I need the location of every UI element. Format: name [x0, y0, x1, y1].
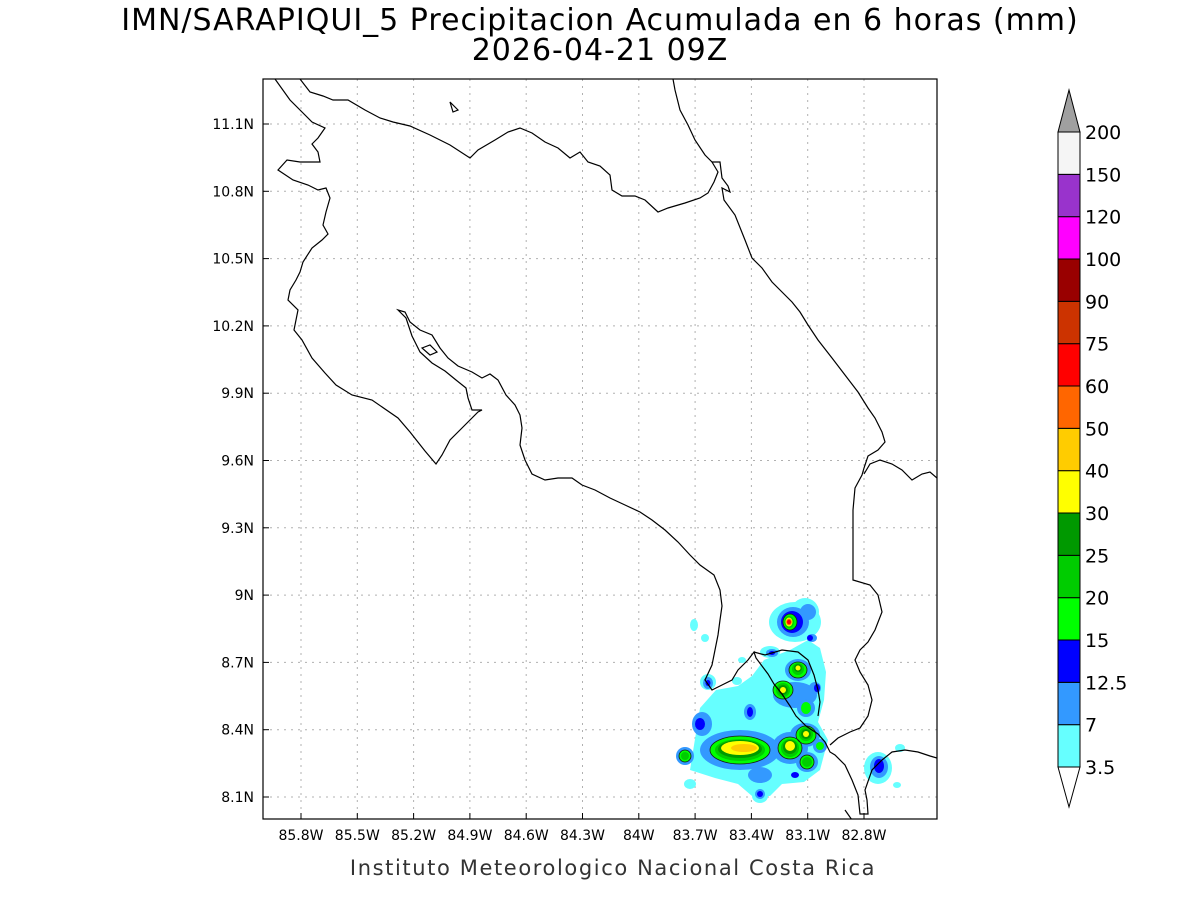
colorbar-swatch [1057, 258, 1081, 302]
lat-tick-label: 8.7N [221, 655, 254, 671]
colorbar-over-arrow [1057, 88, 1081, 133]
lat-tick-label: 8.4N [221, 723, 254, 739]
colorbar-swatch [1057, 343, 1081, 387]
colorbar-under-arrow [1057, 766, 1081, 809]
colorbar-label: 15 [1085, 630, 1109, 652]
colorbar-label: 200 [1085, 122, 1121, 144]
lon-tick-label: 83.7W [673, 828, 718, 844]
lat-tick-label: 9.9N [221, 386, 254, 402]
lat-tick-label: 9.6N [221, 454, 254, 470]
colorbar-swatch [1057, 131, 1081, 175]
colorbar-swatch [1057, 216, 1081, 260]
colorbar-swatch [1057, 681, 1081, 726]
lat-tick-label: 8.1N [221, 790, 254, 806]
lat-tick-label: 10.5N [212, 252, 254, 268]
lat-tick-label: 9.3N [221, 521, 254, 537]
colorbar-swatch [1057, 427, 1081, 472]
colorbar-label: 75 [1085, 334, 1109, 356]
graticule-grid [263, 79, 937, 819]
credit-text: Instituto Meteorologico Nacional Costa R… [349, 856, 877, 880]
colorbar-label: 150 [1085, 164, 1121, 186]
map-title: IMN/SARAPIQUI_5 Precipitacion Acumulada … [121, 3, 1079, 38]
colorbar-label: 7 [1085, 715, 1097, 737]
colorbar-label: 120 [1085, 207, 1121, 229]
coastline-and-borders [274, 79, 937, 819]
colorbar-swatch [1057, 554, 1081, 599]
colorbar-label: 100 [1085, 249, 1121, 271]
colorbar-swatch [1057, 639, 1081, 683]
colorbar-swatch [1057, 724, 1081, 768]
lon-tick-label: 83.1W [785, 828, 830, 844]
lat-tick-label: 10.8N [212, 184, 254, 200]
colorbar-label: 25 [1085, 545, 1109, 567]
lon-tick-label: 85.2W [391, 828, 436, 844]
colorbar-label: 30 [1085, 503, 1109, 525]
colorbar-legend: 3.5 7 12.5 15 20 25 30 40 50 60 75 90 100 120 150 200 [1057, 88, 1127, 809]
colorbar-swatch [1057, 385, 1081, 429]
lat-tick-label: 9N [235, 588, 254, 604]
colorbar-label: 50 [1085, 418, 1109, 440]
lon-tick-label: 85.8W [278, 828, 323, 844]
lon-tick-label: 85.5W [335, 828, 380, 844]
lon-tick-label: 84.3W [560, 828, 605, 844]
lat-tick-label: 10.2N [212, 319, 254, 335]
precipitation-field [676, 598, 905, 803]
colorbar-swatch [1057, 470, 1081, 514]
colorbar-label: 60 [1085, 376, 1109, 398]
colorbar-swatch [1057, 512, 1081, 556]
latitude-tick-labels: 11.1N 10.8N 10.5N 10.2N 9.9N 9.6N 9.3N 9N 8.7N 8.… [212, 117, 269, 806]
longitude-tick-labels: 85.8W 85.5W 85.2W 84.9W 84.6W 84.3W 84W 83.7W 83… [278, 813, 887, 844]
lon-tick-label: 84.9W [447, 828, 492, 844]
colorbar-swatch [1057, 300, 1081, 345]
lon-tick-label: 84W [623, 828, 655, 844]
map-subtitle-datetime: 2026-04-21 09Z [471, 33, 729, 68]
colorbar-swatch [1057, 597, 1081, 641]
colorbar-label: 40 [1085, 461, 1109, 483]
colorbar-label: 3.5 [1085, 757, 1115, 779]
colorbar-label: 12.5 [1085, 672, 1127, 694]
map-frame [262, 78, 938, 820]
lon-tick-label: 83.4W [729, 828, 774, 844]
lon-tick-label: 82.8W [841, 828, 886, 844]
colorbar-swatch [1057, 173, 1081, 218]
colorbar-label: 90 [1085, 291, 1109, 313]
lon-tick-label: 84.6W [504, 828, 549, 844]
lat-tick-label: 11.1N [212, 117, 254, 133]
colorbar-label: 20 [1085, 588, 1109, 610]
